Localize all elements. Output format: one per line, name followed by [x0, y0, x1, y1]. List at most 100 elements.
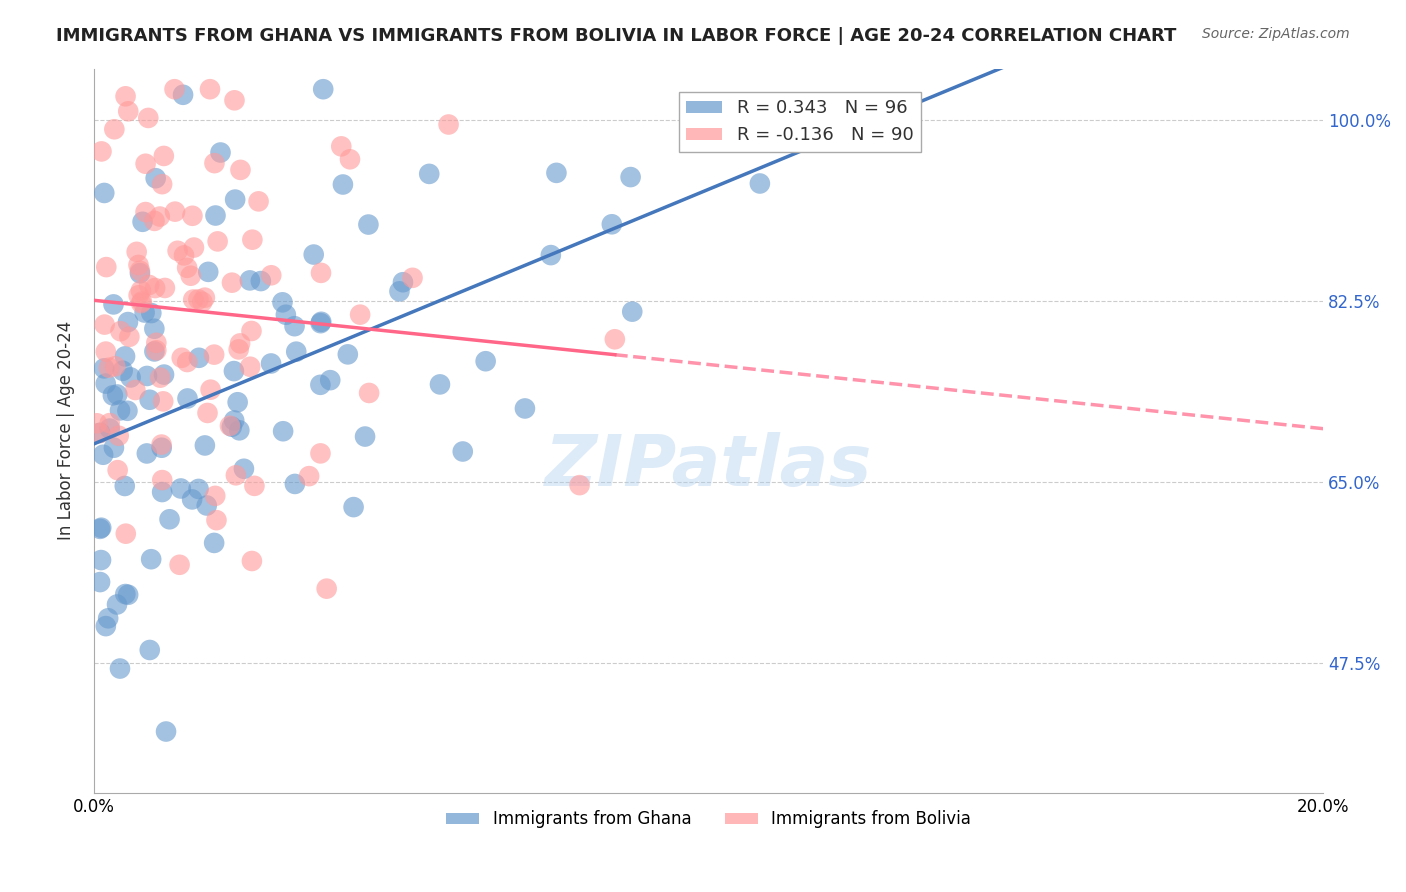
- Immigrants from Ghana: [274, 308, 297, 322]
- Immigrants from Ghana: [141, 306, 163, 320]
- Immigrants from Bolivia: [239, 359, 262, 374]
- Immigrants from Bolivia: [103, 122, 125, 136]
- Immigrants from Bolivia: [150, 177, 173, 191]
- Immigrants from Ghana: [117, 315, 139, 329]
- Immigrants from Bolivia: [180, 268, 202, 283]
- Text: Source: ZipAtlas.com: Source: ZipAtlas.com: [1202, 27, 1350, 41]
- Immigrants from Ghana: [101, 388, 124, 402]
- Immigrants from Bolivia: [229, 336, 252, 351]
- Immigrants from Bolivia: [176, 260, 198, 275]
- Immigrants from Ghana: [139, 643, 162, 657]
- Immigrants from Ghana: [117, 404, 139, 418]
- Immigrants from Bolivia: [247, 194, 270, 209]
- Immigrants from Bolivia: [145, 343, 167, 358]
- Immigrants from Bolivia: [128, 288, 150, 302]
- Immigrants from Ghana: [600, 217, 623, 231]
- Immigrants from Ghana: [153, 368, 176, 382]
- Text: ZIPatlas: ZIPatlas: [546, 433, 872, 501]
- Immigrants from Bolivia: [181, 293, 204, 307]
- Immigrants from Bolivia: [143, 281, 166, 295]
- Immigrants from Ghana: [226, 395, 249, 409]
- Immigrants from Bolivia: [183, 241, 205, 255]
- Immigrants from Ghana: [283, 319, 305, 334]
- Immigrants from Ghana: [129, 266, 152, 280]
- Immigrants from Ghana: [135, 446, 157, 460]
- Immigrants from Ghana: [89, 522, 111, 536]
- Immigrants from Ghana: [145, 171, 167, 186]
- Immigrants from Ghana: [89, 425, 111, 440]
- Immigrants from Ghana: [221, 419, 243, 434]
- Immigrants from Ghana: [93, 361, 115, 376]
- Immigrants from Bolivia: [170, 351, 193, 365]
- Immigrants from Ghana: [94, 619, 117, 633]
- Immigrants from Ghana: [188, 351, 211, 365]
- Immigrants from Ghana: [117, 588, 139, 602]
- Immigrants from Ghana: [197, 265, 219, 279]
- Immigrants from Bolivia: [224, 93, 246, 107]
- Immigrants from Bolivia: [219, 418, 242, 433]
- Immigrants from Bolivia: [200, 383, 222, 397]
- Immigrants from Ghana: [114, 479, 136, 493]
- Immigrants from Bolivia: [204, 489, 226, 503]
- Immigrants from Bolivia: [243, 479, 266, 493]
- Immigrants from Bolivia: [187, 293, 209, 307]
- Immigrants from Ghana: [388, 285, 411, 299]
- Immigrants from Ghana: [105, 598, 128, 612]
- Immigrants from Bolivia: [136, 111, 159, 125]
- Immigrants from Ghana: [159, 512, 181, 526]
- Immigrants from Bolivia: [603, 332, 626, 346]
- Immigrants from Ghana: [93, 186, 115, 200]
- Immigrants from Ghana: [309, 316, 332, 330]
- Immigrants from Bolivia: [90, 145, 112, 159]
- Immigrants from Ghana: [546, 166, 568, 180]
- Immigrants from Ghana: [176, 392, 198, 406]
- Immigrants from Ghana: [357, 218, 380, 232]
- Immigrants from Bolivia: [86, 417, 108, 431]
- Immigrants from Ghana: [224, 193, 246, 207]
- Immigrants from Ghana: [131, 215, 153, 229]
- Y-axis label: In Labor Force | Age 20-24: In Labor Force | Age 20-24: [58, 321, 75, 541]
- Immigrants from Ghana: [114, 587, 136, 601]
- Immigrants from Bolivia: [330, 139, 353, 153]
- Immigrants from Ghana: [209, 145, 232, 160]
- Immigrants from Bolivia: [568, 478, 591, 492]
- Immigrants from Bolivia: [145, 335, 167, 350]
- Immigrants from Bolivia: [96, 260, 118, 274]
- Immigrants from Bolivia: [204, 156, 226, 170]
- Immigrants from Bolivia: [129, 296, 152, 310]
- Immigrants from Ghana: [284, 477, 307, 491]
- Immigrants from Ghana: [89, 575, 111, 590]
- Immigrants from Bolivia: [169, 558, 191, 572]
- Immigrants from Bolivia: [176, 355, 198, 369]
- Immigrants from Bolivia: [153, 281, 176, 295]
- Immigrants from Ghana: [138, 392, 160, 407]
- Immigrants from Ghana: [451, 444, 474, 458]
- Immigrants from Bolivia: [401, 270, 423, 285]
- Immigrants from Ghana: [621, 304, 644, 318]
- Immigrants from Ghana: [108, 661, 131, 675]
- Immigrants from Bolivia: [349, 308, 371, 322]
- Immigrants from Bolivia: [298, 469, 321, 483]
- Immigrants from Ghana: [271, 295, 294, 310]
- Immigrants from Ghana: [285, 344, 308, 359]
- Immigrants from Bolivia: [202, 348, 225, 362]
- Immigrants from Bolivia: [191, 294, 214, 309]
- Immigrants from Ghana: [170, 482, 193, 496]
- Immigrants from Bolivia: [110, 324, 132, 338]
- Immigrants from Ghana: [228, 423, 250, 437]
- Immigrants from Bolivia: [118, 330, 141, 344]
- Immigrants from Ghana: [150, 485, 173, 500]
- Immigrants from Ghana: [187, 482, 209, 496]
- Immigrants from Bolivia: [149, 210, 172, 224]
- Immigrants from Ghana: [418, 167, 440, 181]
- Immigrants from Bolivia: [131, 294, 153, 309]
- Immigrants from Bolivia: [315, 582, 337, 596]
- Immigrants from Ghana: [540, 248, 562, 262]
- Immigrants from Ghana: [232, 462, 254, 476]
- Immigrants from Bolivia: [125, 244, 148, 259]
- Immigrants from Ghana: [111, 364, 134, 378]
- Immigrants from Bolivia: [128, 258, 150, 272]
- Immigrants from Bolivia: [149, 370, 172, 384]
- Immigrants from Bolivia: [143, 214, 166, 228]
- Immigrants from Bolivia: [135, 157, 157, 171]
